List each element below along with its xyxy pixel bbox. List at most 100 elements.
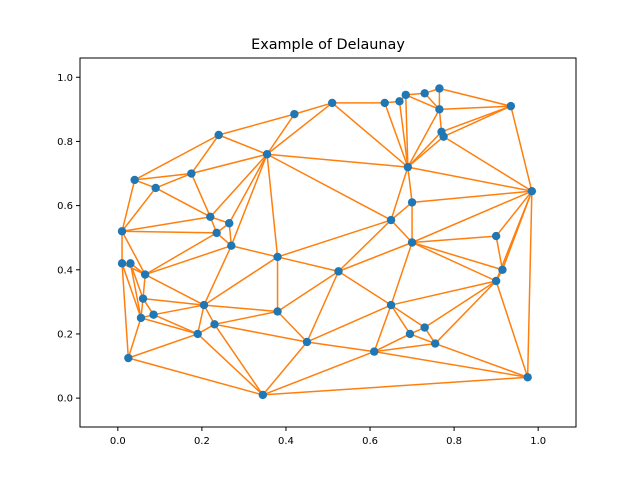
data-point: [227, 241, 236, 250]
data-point: [386, 300, 396, 310]
triangulation-edge: [214, 310, 278, 326]
data-point: [370, 347, 379, 356]
triangulation-edge: [128, 357, 264, 396]
triangulation-edge: [155, 172, 192, 189]
triangulation-edge: [262, 376, 528, 396]
triangulation-edge: [277, 310, 308, 343]
triangulation-edge: [121, 263, 130, 359]
triangulation-edge: [128, 333, 198, 359]
triangulation-edge: [495, 280, 529, 378]
data-point: [386, 215, 396, 225]
points-layer: [117, 84, 537, 400]
triangulation-edge: [338, 241, 413, 273]
triangulation-edge: [277, 219, 392, 258]
triangulation-edge: [197, 333, 264, 396]
data-point: [491, 276, 501, 286]
edges-layer: [121, 87, 533, 396]
data-point: [214, 130, 223, 140]
triangulation-edge: [121, 216, 211, 233]
triangulation-edge: [407, 136, 445, 168]
triangulation-edge: [121, 263, 142, 319]
data-point: [401, 90, 410, 100]
data-point: [523, 373, 532, 382]
data-point: [225, 219, 234, 228]
x-axis: 0.0 0.2 0.4 0.6 0.8 1.0: [110, 427, 546, 447]
triangulation-edge: [228, 153, 268, 224]
data-point: [117, 259, 127, 268]
triangulation-edge: [390, 201, 413, 221]
data-point: [420, 323, 429, 332]
triangulation-edge: [390, 166, 409, 221]
triangulation-edge: [190, 173, 211, 218]
triangulation-edge: [495, 235, 504, 270]
triangulation-edge: [203, 256, 278, 306]
data-point: [210, 320, 219, 329]
triangulation-edge: [439, 105, 511, 111]
triangulation-edge: [443, 135, 533, 192]
triangulation-edge: [434, 280, 497, 345]
triangulation-edge: [218, 113, 295, 136]
triangulation-edge: [134, 172, 192, 181]
triangulation-edge: [306, 304, 392, 343]
data-point: [262, 150, 272, 159]
data-point: [140, 270, 150, 279]
triangulation-edge: [142, 297, 205, 306]
data-point: [199, 300, 209, 310]
x-tick-label: 0.0: [110, 436, 126, 447]
data-point: [193, 329, 202, 339]
triangulation-edge: [191, 153, 268, 175]
triangulation-edge: [337, 219, 392, 272]
data-point: [405, 329, 415, 339]
triangulation-edge: [390, 304, 426, 329]
data-point: [407, 238, 417, 247]
data-point: [258, 390, 268, 400]
data-point: [149, 310, 158, 319]
triangulation-edge: [266, 102, 333, 155]
triangulation-edge: [405, 94, 440, 111]
triangulation-edge: [526, 191, 533, 378]
triangulation-edge: [134, 134, 220, 181]
triangulation-edge: [203, 245, 233, 306]
triangulation-edge: [144, 232, 217, 276]
data-point: [334, 267, 343, 276]
triangulation-edge: [407, 131, 443, 168]
data-point: [395, 97, 404, 106]
triangulation-edge: [407, 108, 441, 168]
data-point: [302, 337, 312, 347]
triangulation-edge: [412, 235, 497, 244]
triangulation-edge: [409, 333, 436, 345]
triangulation-edge: [434, 342, 528, 378]
y-tick-label: 1.0: [57, 73, 73, 84]
triangulation-edge: [390, 219, 413, 244]
triangulation-edge: [121, 187, 157, 232]
triangulation-edge: [374, 342, 436, 353]
triangulation-edge: [439, 87, 512, 107]
data-point: [126, 259, 135, 268]
data-point: [506, 101, 516, 111]
data-point: [117, 227, 127, 236]
data-point: [439, 132, 448, 141]
data-point: [273, 252, 282, 262]
data-point: [491, 231, 501, 241]
triangulation-edge: [411, 241, 497, 282]
triangulation-edge: [262, 341, 308, 396]
triangulation-edge: [213, 323, 264, 396]
triangulation-edge: [374, 350, 528, 379]
data-point: [151, 183, 160, 193]
triangulation-edge: [155, 187, 211, 218]
plot-frame: [79, 57, 577, 428]
triangulation-edge: [411, 190, 533, 244]
data-point: [498, 265, 507, 274]
data-point: [130, 175, 139, 185]
triangulation-edge: [129, 263, 144, 299]
triangulation-edge: [294, 102, 333, 115]
triangulation-edge: [153, 304, 205, 316]
triangulation-edge: [214, 323, 308, 343]
data-point: [138, 294, 148, 303]
data-point: [527, 186, 537, 196]
y-axis: 0.0 0.2 0.4 0.6 0.8 1.0: [57, 73, 80, 405]
x-tick-label: 0.4: [278, 436, 294, 447]
data-point: [328, 98, 337, 108]
